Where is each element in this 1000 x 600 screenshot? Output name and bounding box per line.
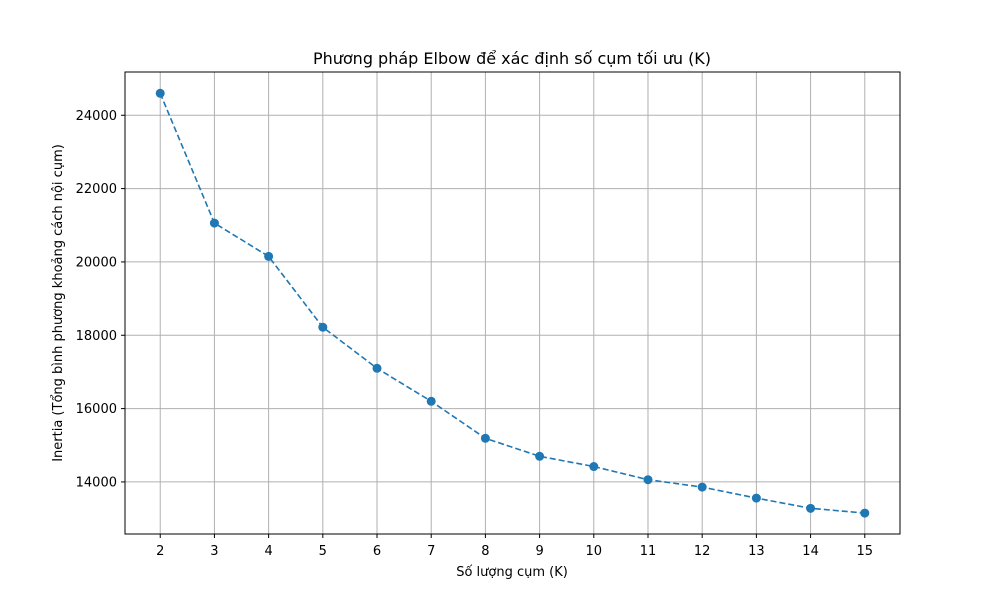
data-point <box>426 396 436 406</box>
data-point <box>806 503 816 513</box>
x-tick-label: 4 <box>264 544 272 559</box>
chart-title: Phương pháp Elbow để xác định số cụm tối… <box>313 49 711 68</box>
plot-frame <box>124 71 901 535</box>
x-tick-label: 5 <box>319 544 327 559</box>
data-point <box>209 218 219 228</box>
data-point <box>751 493 761 503</box>
y-axis-title: Inertia (Tổng bình phương khoảng cách nộ… <box>51 144 66 462</box>
x-tick-label: 14 <box>802 544 819 559</box>
data-point <box>318 322 328 332</box>
data-point <box>535 451 545 461</box>
y-tick-label: 24000 <box>76 109 117 124</box>
data-point <box>372 363 382 373</box>
data-point <box>480 433 490 443</box>
data-point <box>697 482 707 492</box>
x-tick-label: 2 <box>156 544 164 559</box>
x-tick-label: 3 <box>210 544 218 559</box>
x-tick-label: 7 <box>427 544 435 559</box>
x-tick-label: 15 <box>856 544 873 559</box>
x-tick-label: 9 <box>535 544 543 559</box>
axis-ticks: 2 3 4 5 6 7 8 9 10 11 12 13 14 15 14000 16000 18000 20000… <box>76 109 873 559</box>
x-tick-label: 6 <box>373 544 381 559</box>
y-tick-label: 22000 <box>76 182 117 197</box>
data-point <box>264 251 274 261</box>
y-tick-label: 20000 <box>76 255 117 270</box>
x-tick-label: 10 <box>586 544 603 559</box>
x-tick-label: 12 <box>694 544 711 559</box>
y-tick-label: 18000 <box>76 329 117 344</box>
x-axis-title: Số lượng cụm (K) <box>456 565 568 580</box>
data-point <box>155 88 165 98</box>
data-point <box>643 475 653 485</box>
grid <box>125 72 900 534</box>
series-line <box>159 92 865 514</box>
data-point <box>589 462 599 472</box>
x-tick-label: 11 <box>640 544 657 559</box>
data-point <box>860 508 870 518</box>
series-inertia <box>155 88 870 518</box>
x-tick-label: 8 <box>481 544 489 559</box>
y-tick-label: 14000 <box>76 475 117 490</box>
y-tick-label: 16000 <box>76 402 117 417</box>
x-tick-label: 13 <box>748 544 765 559</box>
